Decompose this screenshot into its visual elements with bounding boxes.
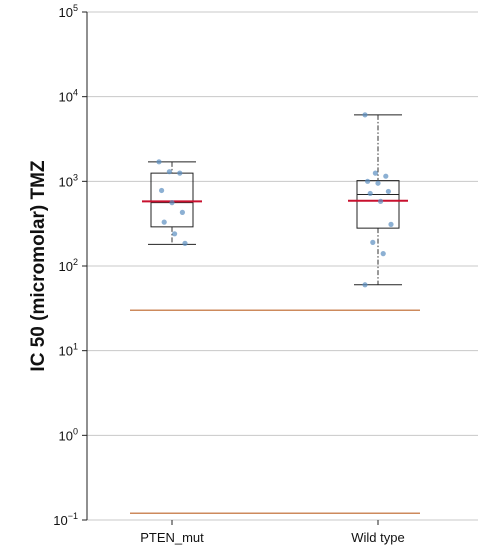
iqr-box bbox=[356, 180, 400, 229]
y-tick-label: 102 bbox=[59, 257, 78, 274]
y-tick-label: 104 bbox=[59, 88, 78, 105]
data-point bbox=[380, 251, 386, 257]
data-point bbox=[370, 239, 376, 245]
data-point bbox=[177, 170, 183, 176]
data-point bbox=[169, 200, 175, 206]
x-ticks: PTEN_mut Wild type bbox=[140, 520, 405, 545]
y-tick-label-exponent: 4 bbox=[73, 88, 78, 98]
x-tick-label: PTEN_mut bbox=[140, 530, 204, 545]
data-point bbox=[182, 240, 188, 246]
y-tick-label-base: 10 bbox=[59, 90, 73, 105]
x-tick-label: Wild type bbox=[351, 530, 404, 545]
y-axis-label: IC 50 (micromolar) TMZ bbox=[28, 160, 49, 372]
data-point bbox=[378, 198, 384, 204]
y-tick-label-base: 10 bbox=[59, 174, 73, 189]
data-point bbox=[367, 190, 373, 197]
data-point bbox=[156, 159, 162, 165]
y-tick-label-base: 10 bbox=[59, 344, 73, 359]
y-tick-label-exponent: 2 bbox=[73, 257, 78, 267]
y-tick-label: 101 bbox=[59, 342, 78, 359]
y-tick-label: 105 bbox=[59, 3, 78, 20]
data-point bbox=[375, 180, 381, 186]
y-tick-label-exponent: −1 bbox=[68, 511, 78, 521]
data-point bbox=[383, 173, 389, 179]
boxes bbox=[142, 114, 408, 286]
data-point bbox=[161, 219, 167, 225]
y-tick-label-base: 10 bbox=[59, 5, 73, 20]
data-point bbox=[362, 282, 368, 288]
data-point bbox=[362, 112, 368, 118]
y-tick-label-base: 10 bbox=[59, 428, 73, 443]
y-tick-label-exponent: 5 bbox=[73, 3, 78, 13]
data-point bbox=[385, 188, 391, 195]
data-point bbox=[166, 169, 172, 175]
y-tick-label-exponent: 1 bbox=[73, 342, 78, 352]
grid-lines bbox=[87, 11, 478, 521]
y-tick-label-base: 10 bbox=[53, 513, 67, 528]
data-point bbox=[388, 221, 394, 227]
data-point bbox=[159, 187, 165, 194]
y-tick-label-base: 10 bbox=[59, 259, 73, 274]
box-wild-type bbox=[348, 114, 408, 286]
y-tick-label: 10−1 bbox=[53, 511, 78, 528]
data-point bbox=[179, 209, 185, 215]
y-tick-label: 103 bbox=[59, 172, 78, 189]
y-tick-label: 100 bbox=[59, 426, 78, 443]
data-point bbox=[372, 170, 378, 176]
iqr-box bbox=[150, 172, 194, 228]
reference-lines bbox=[130, 309, 420, 515]
data-point bbox=[365, 178, 371, 184]
data-point bbox=[172, 231, 178, 237]
y-tick-label-exponent: 3 bbox=[73, 172, 78, 182]
y-tick-label-exponent: 0 bbox=[73, 426, 78, 436]
data-points bbox=[156, 112, 394, 288]
